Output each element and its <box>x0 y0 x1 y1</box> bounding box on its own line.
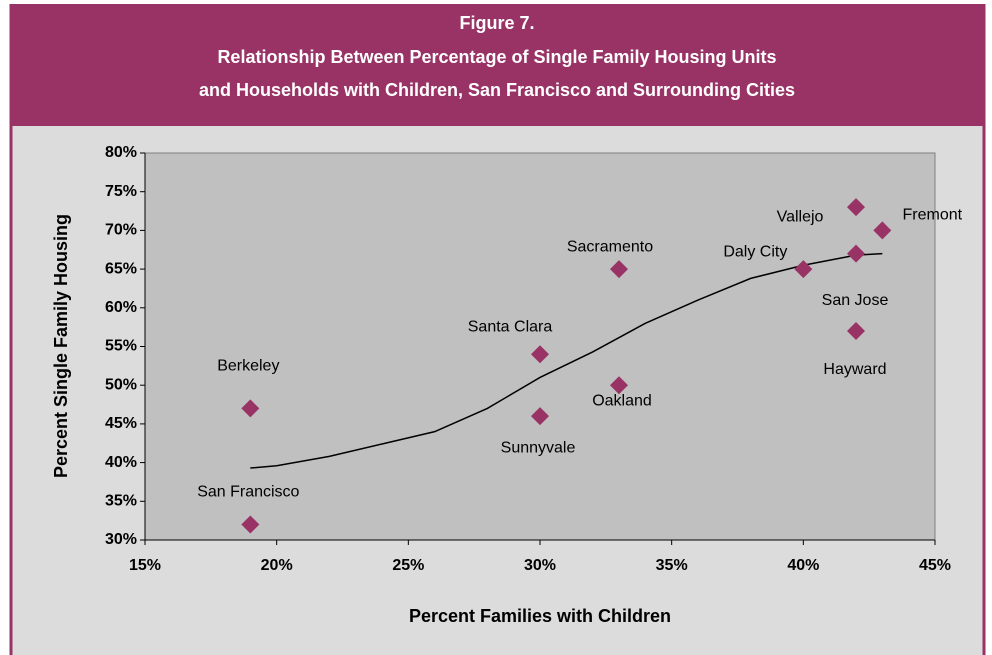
y-tick-label: 65% <box>105 260 137 277</box>
data-point <box>610 260 628 279</box>
y-tick-label: 75% <box>105 183 137 200</box>
data-point <box>531 345 549 364</box>
point-label: Sunnyvale <box>501 439 576 456</box>
data-point <box>610 376 628 395</box>
data-point <box>847 198 865 217</box>
data-point <box>847 322 865 341</box>
y-tick-label: 40% <box>105 454 137 471</box>
y-tick-label: 55% <box>105 338 137 355</box>
x-axis-label: Percent Families with Children <box>409 606 671 626</box>
y-tick-label: 50% <box>105 376 137 393</box>
x-tick-label: 35% <box>656 557 688 574</box>
data-point <box>241 515 260 534</box>
point-label: Berkeley <box>217 358 279 375</box>
point-label: Fremont <box>903 207 963 224</box>
x-tick-label: 20% <box>261 557 293 574</box>
data-point <box>531 407 549 426</box>
x-tick-label: 45% <box>919 557 951 574</box>
point-label: Sacramento <box>567 238 653 255</box>
x-tick-label: 30% <box>524 557 556 574</box>
title-line: Relationship Between Percentage of Singl… <box>217 47 776 67</box>
x-tick-label: 40% <box>787 557 819 574</box>
point-label: Hayward <box>823 361 886 378</box>
title-band <box>10 4 985 126</box>
y-tick-label: 35% <box>105 493 137 510</box>
data-point <box>873 221 892 240</box>
point-label: Santa Clara <box>468 318 553 335</box>
y-tick-label: 45% <box>105 415 137 432</box>
x-tick-label: 25% <box>392 557 424 574</box>
trendline <box>250 252 883 469</box>
x-tick-label: 15% <box>129 557 161 574</box>
data-point <box>794 260 813 279</box>
y-tick-label: 70% <box>105 222 137 239</box>
point-label: Vallejo <box>777 208 824 225</box>
y-axis-label: Percent Single Family Housing <box>51 214 71 478</box>
title-line: Figure 7. <box>459 13 534 33</box>
y-tick-label: 30% <box>105 531 137 548</box>
y-tick-label: 80% <box>105 144 137 161</box>
data-point <box>847 244 865 263</box>
point-label: San Jose <box>822 292 889 309</box>
point-label: San Francisco <box>197 484 299 501</box>
data-point <box>241 399 260 418</box>
y-tick-label: 60% <box>105 299 137 316</box>
point-label: Oakland <box>592 392 652 409</box>
title-line: and Households with Children, San Franci… <box>199 80 795 100</box>
point-label: Daly City <box>723 243 787 260</box>
